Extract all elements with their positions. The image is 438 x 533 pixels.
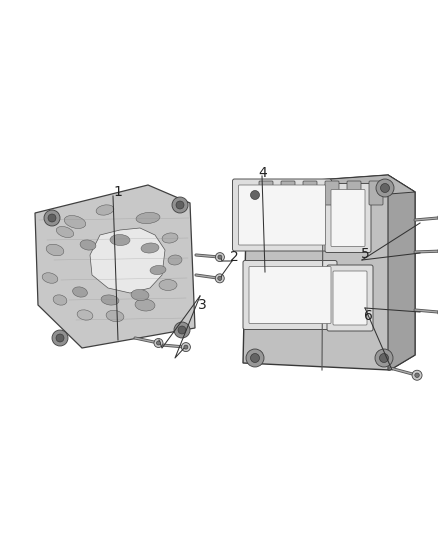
- Ellipse shape: [77, 310, 93, 320]
- Circle shape: [184, 345, 188, 349]
- FancyBboxPatch shape: [243, 261, 337, 329]
- Ellipse shape: [80, 240, 96, 250]
- Text: 3: 3: [198, 298, 206, 312]
- Circle shape: [215, 274, 224, 283]
- Circle shape: [218, 255, 222, 259]
- FancyBboxPatch shape: [325, 181, 339, 205]
- Ellipse shape: [135, 299, 155, 311]
- Ellipse shape: [141, 243, 159, 253]
- Circle shape: [251, 353, 259, 362]
- FancyBboxPatch shape: [303, 181, 317, 205]
- Circle shape: [415, 373, 419, 377]
- Ellipse shape: [64, 215, 86, 229]
- Circle shape: [56, 334, 64, 342]
- Circle shape: [215, 253, 224, 262]
- FancyBboxPatch shape: [281, 181, 295, 205]
- FancyBboxPatch shape: [347, 181, 361, 205]
- Circle shape: [154, 338, 163, 348]
- FancyBboxPatch shape: [249, 266, 331, 324]
- Polygon shape: [388, 175, 415, 370]
- Circle shape: [379, 353, 389, 362]
- FancyBboxPatch shape: [259, 181, 273, 205]
- Circle shape: [381, 183, 389, 192]
- Ellipse shape: [136, 213, 160, 223]
- FancyBboxPatch shape: [239, 185, 325, 245]
- Ellipse shape: [110, 235, 130, 246]
- Circle shape: [172, 197, 188, 213]
- Text: 5: 5: [360, 247, 369, 261]
- Ellipse shape: [159, 279, 177, 290]
- Ellipse shape: [131, 289, 149, 301]
- Text: 1: 1: [113, 185, 123, 199]
- Circle shape: [52, 330, 68, 346]
- Circle shape: [246, 186, 264, 204]
- Circle shape: [44, 210, 60, 226]
- Ellipse shape: [168, 255, 182, 265]
- Circle shape: [174, 322, 190, 338]
- Circle shape: [376, 179, 394, 197]
- Ellipse shape: [150, 265, 166, 274]
- Circle shape: [218, 276, 222, 280]
- Circle shape: [412, 370, 422, 380]
- Circle shape: [181, 343, 191, 352]
- FancyBboxPatch shape: [233, 179, 332, 251]
- Ellipse shape: [96, 205, 114, 215]
- Circle shape: [246, 349, 264, 367]
- Text: 4: 4: [258, 166, 267, 180]
- Circle shape: [48, 214, 56, 222]
- Ellipse shape: [53, 295, 67, 305]
- Polygon shape: [35, 185, 195, 348]
- Ellipse shape: [73, 287, 88, 297]
- Circle shape: [156, 341, 160, 345]
- FancyBboxPatch shape: [333, 271, 367, 325]
- Circle shape: [176, 201, 184, 209]
- FancyBboxPatch shape: [369, 181, 383, 205]
- Text: 2: 2: [230, 250, 238, 264]
- FancyBboxPatch shape: [325, 183, 371, 253]
- Ellipse shape: [46, 244, 64, 256]
- Ellipse shape: [57, 227, 74, 238]
- Ellipse shape: [106, 310, 124, 321]
- FancyBboxPatch shape: [327, 265, 373, 331]
- Circle shape: [251, 190, 259, 199]
- Ellipse shape: [42, 273, 58, 283]
- Ellipse shape: [162, 233, 178, 243]
- Circle shape: [375, 349, 393, 367]
- Ellipse shape: [101, 295, 119, 305]
- Polygon shape: [90, 228, 165, 293]
- Text: 6: 6: [364, 309, 372, 323]
- FancyBboxPatch shape: [331, 190, 365, 246]
- Polygon shape: [247, 175, 415, 205]
- Circle shape: [178, 326, 186, 334]
- Polygon shape: [243, 175, 415, 370]
